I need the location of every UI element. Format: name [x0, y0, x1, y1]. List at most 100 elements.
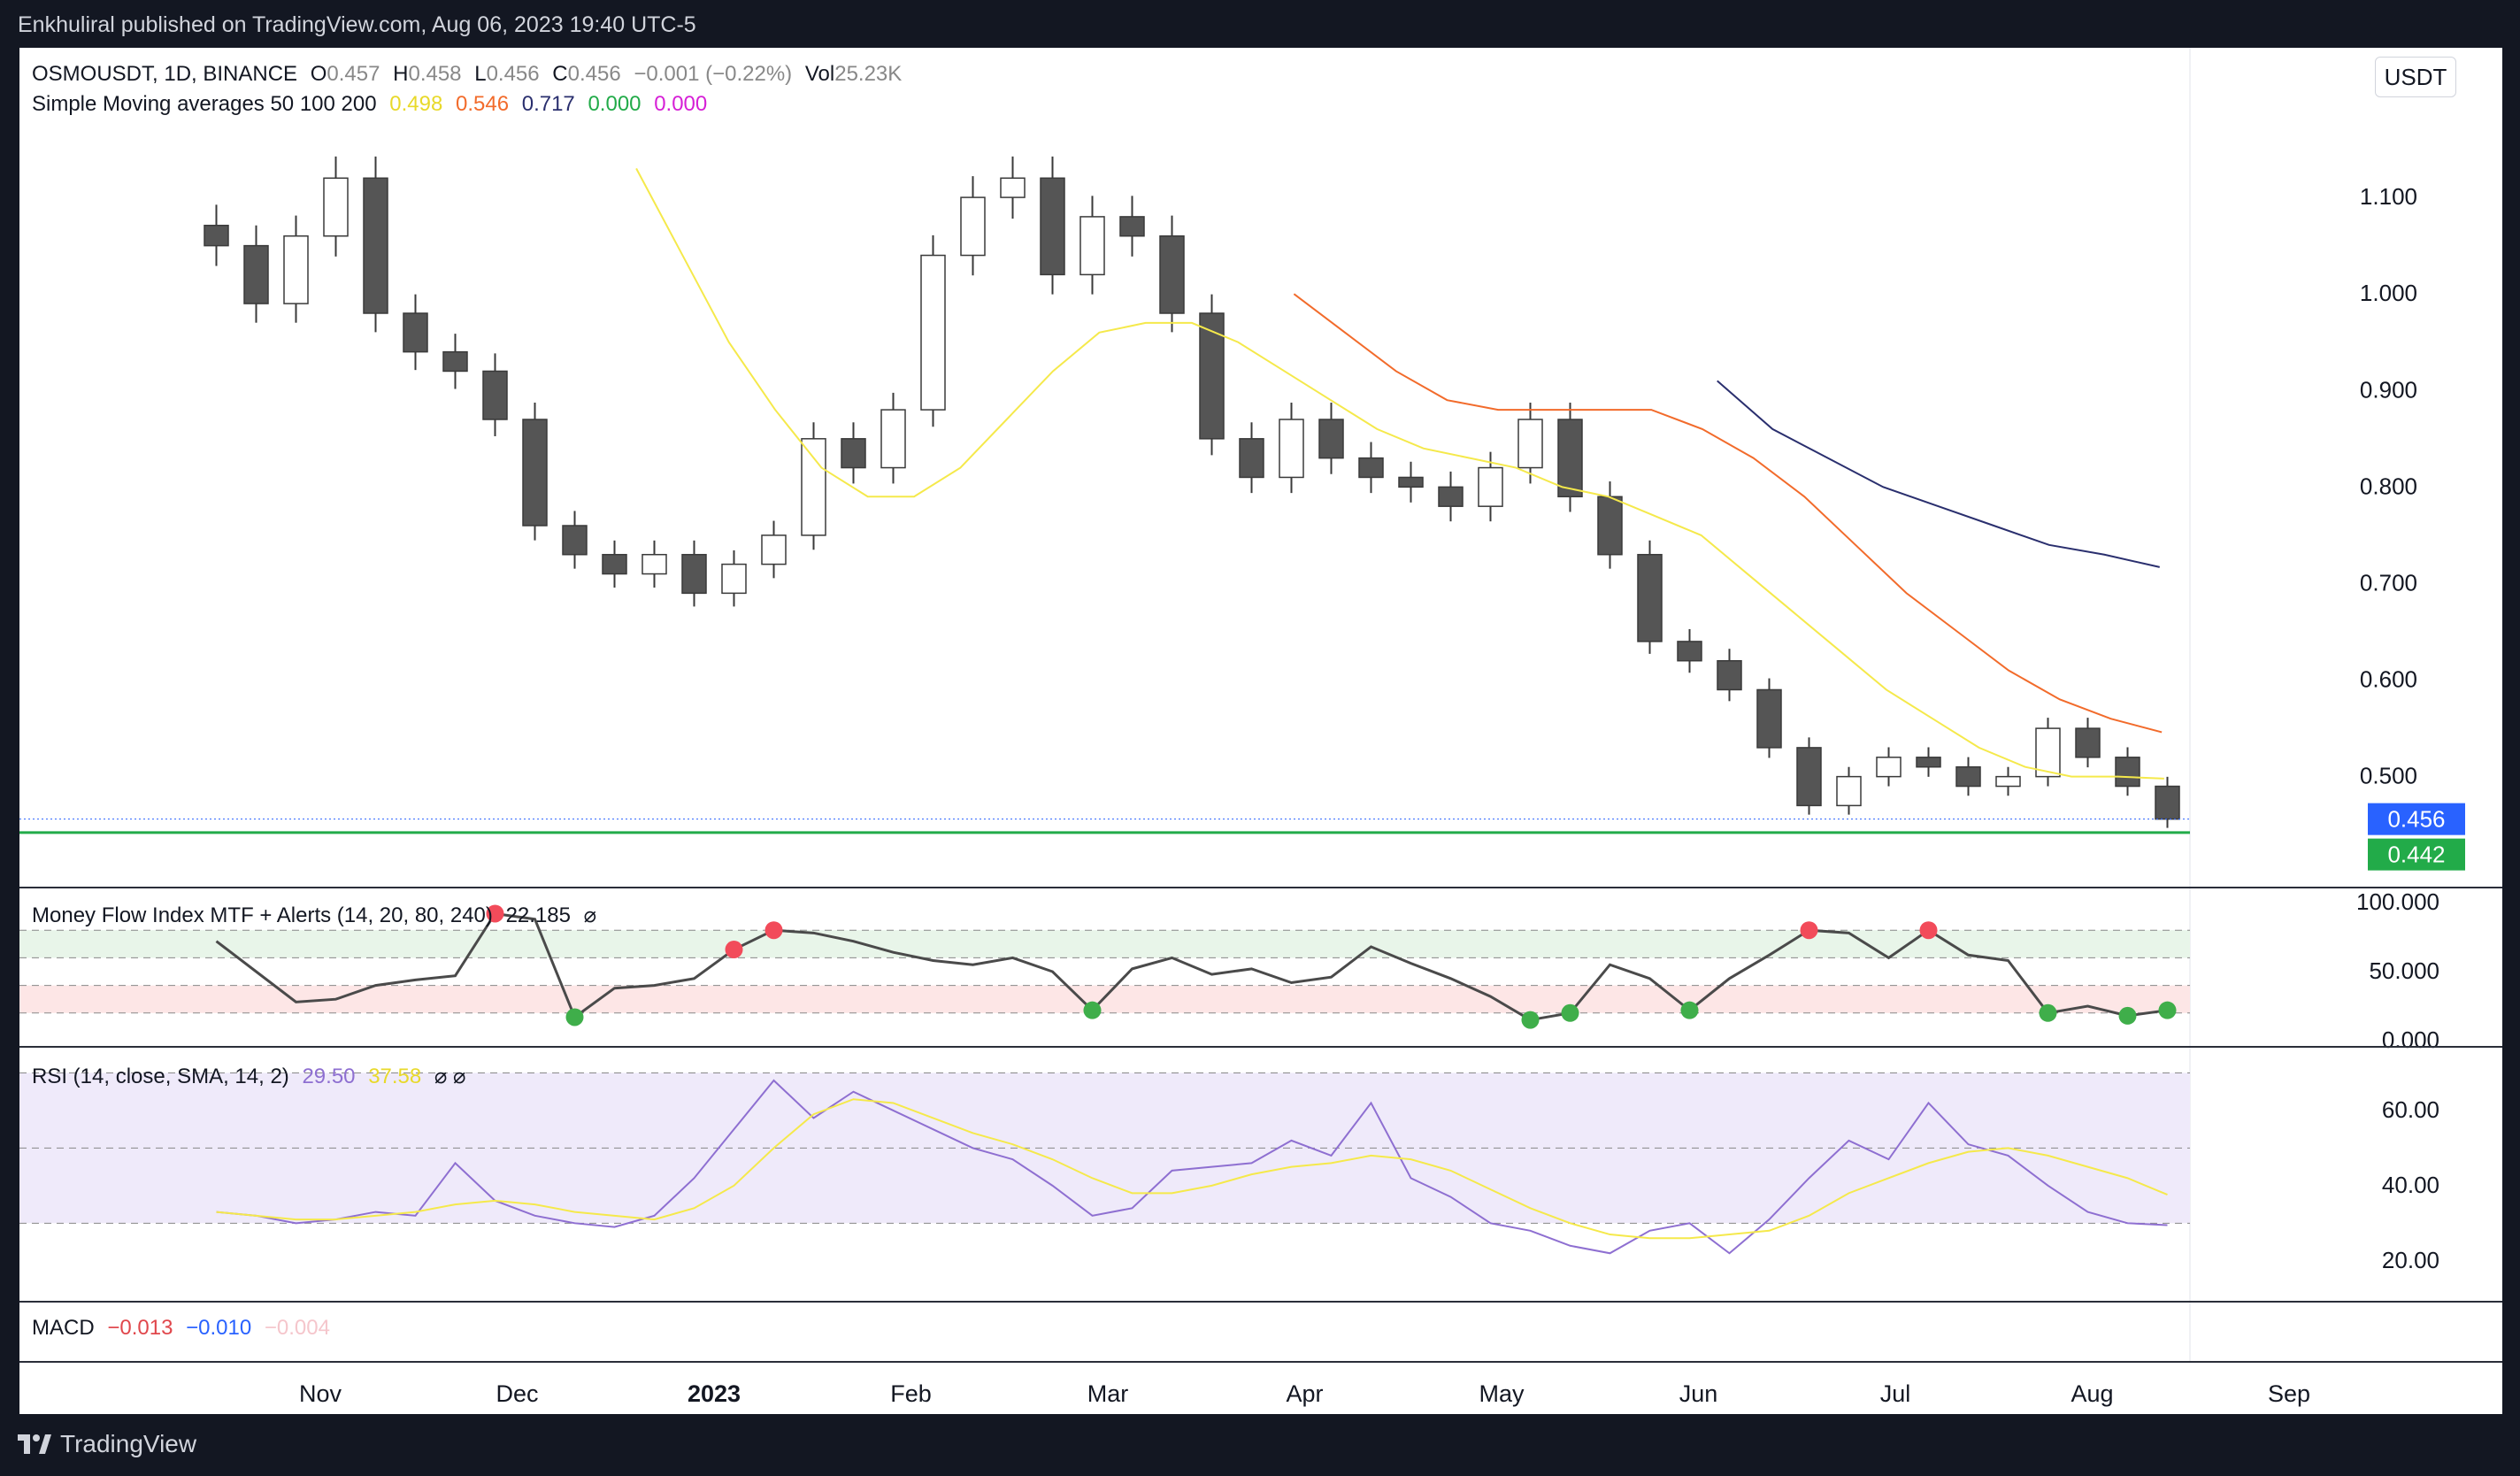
- mfi-value: 22.185: [505, 903, 571, 927]
- price-tick-label: 1.000: [2360, 280, 2417, 306]
- macd-title: MACD: [32, 1316, 95, 1340]
- sma100-value: 0.546: [455, 92, 510, 116]
- candle: [1358, 457, 1384, 479]
- candle: [1756, 688, 1782, 749]
- rsi-legend: RSI (14, close, SMA, 14, 2) 29.50 37.58 …: [32, 1064, 473, 1089]
- pane-separator: [19, 1301, 2502, 1303]
- candle: [1040, 177, 1065, 276]
- pane-separator: [19, 887, 2502, 888]
- mfi-low-alert-dot: [1680, 1001, 1699, 1019]
- rsi-tick-label: 40.00: [2382, 1172, 2439, 1198]
- last-price-badge: [2368, 803, 2465, 835]
- time-axis-label: Jun: [1679, 1380, 1718, 1407]
- rsi-sma-line: [216, 1098, 2168, 1240]
- rsi-line: [216, 1079, 2168, 1255]
- candle: [602, 553, 627, 575]
- candle: [1717, 659, 1742, 691]
- low-value: 0.456: [486, 62, 540, 86]
- candle: [1159, 234, 1185, 314]
- rsi-toggle-icons[interactable]: ⌀ ⌀: [434, 1065, 466, 1088]
- currency-button[interactable]: USDT: [2375, 57, 2456, 97]
- sma-title: Simple Moving averages 50 100 200: [32, 92, 377, 116]
- pane-separator: [19, 1046, 2502, 1048]
- mfi-low-alert-dot: [565, 1008, 584, 1026]
- time-axis-label: Jul: [1880, 1380, 1911, 1407]
- mfi-tick-label: 0.000: [2382, 1026, 2439, 1053]
- price-tick-label: 0.600: [2360, 666, 2417, 693]
- candle: [562, 525, 588, 556]
- candle: [1000, 177, 1026, 198]
- candle: [1079, 216, 1105, 276]
- price-tick-label: 0.700: [2360, 569, 2417, 596]
- tradingview-logo[interactable]: TradingView: [18, 1426, 196, 1462]
- rsi-value: 29.50: [302, 1065, 356, 1088]
- close-value: 0.456: [567, 62, 621, 86]
- support-badge: [2368, 838, 2465, 871]
- candle: [801, 438, 826, 536]
- mfi-title: Money Flow Index MTF + Alerts (14, 20, 8…: [32, 903, 493, 927]
- volume-value: 25.23K: [834, 62, 903, 86]
- candle: [283, 234, 309, 304]
- candle: [243, 244, 269, 304]
- mfi-low-alert-dot: [1561, 1003, 1579, 1022]
- candle: [1597, 496, 1623, 556]
- macd-legend: MACD −0.013 −0.010 −0.004: [32, 1316, 337, 1341]
- time-axis-label: Apr: [1286, 1380, 1323, 1407]
- mfi-tick-label: 50.000: [2369, 957, 2439, 984]
- mfi-high-alert-dot: [1919, 921, 1938, 940]
- candle: [363, 177, 388, 314]
- candle: [1119, 216, 1145, 237]
- macd-value-2: −0.010: [186, 1316, 252, 1340]
- candle: [1398, 476, 1424, 488]
- candle: [442, 350, 468, 373]
- candle: [1836, 775, 1862, 807]
- mfi-high-alert-dot: [725, 941, 743, 959]
- price-tick-label: 0.500: [2360, 763, 2417, 789]
- sma-extra-value: 0.000: [588, 92, 642, 116]
- mfi-tick-label: 100.000: [2356, 888, 2439, 915]
- candle: [960, 196, 986, 257]
- sma100-line: [1293, 293, 2163, 734]
- chart-svg[interactable]: 1.100 1.000 0.900 0.800 0.700 0.600 0.500 0.456…: [19, 48, 2502, 1414]
- mfi-low-alert-dot: [1083, 1001, 1102, 1019]
- mfi-overbought-zone: [19, 930, 2190, 958]
- candle: [721, 563, 747, 595]
- sma-extra-value-2: 0.000: [654, 92, 708, 116]
- candle: [1517, 419, 1543, 469]
- time-axis-label: Nov: [299, 1380, 342, 1407]
- sma200-value: 0.717: [521, 92, 575, 116]
- candle: [1557, 419, 1583, 498]
- candle: [323, 177, 349, 237]
- candle: [1279, 419, 1304, 479]
- time-axis-label: Aug: [2071, 1380, 2113, 1407]
- candle: [1478, 466, 1503, 507]
- candle: [1876, 757, 1902, 778]
- mfi-low-alert-dot: [1521, 1011, 1540, 1029]
- candle: [681, 553, 707, 595]
- time-axis-label: May: [1479, 1380, 1525, 1407]
- candle: [761, 534, 787, 565]
- candle: [2155, 785, 2180, 820]
- candle: [2115, 757, 2140, 788]
- change-value: −0.001 (−0.22%): [634, 62, 793, 86]
- candle: [1955, 765, 1981, 788]
- candle: [1438, 486, 1464, 507]
- candle: [1995, 775, 2021, 788]
- symbol-legend: OSMOUSDT, 1D, BINANCE O0.457 H0.458 L0.4…: [32, 62, 903, 86]
- footer-brand: TradingView: [60, 1430, 197, 1457]
- mfi-toggle-icon[interactable]: ⌀: [583, 903, 597, 927]
- mfi-low-alert-dot: [2158, 1001, 2177, 1019]
- macd-value-1: −0.013: [107, 1316, 173, 1340]
- last-price-label: 0.456: [2387, 806, 2445, 833]
- price-tick-label: 0.800: [2360, 473, 2417, 499]
- rsi-sma-value: 37.58: [368, 1065, 422, 1088]
- time-axis-label: Dec: [496, 1380, 538, 1407]
- chart-area[interactable]: 1.100 1.000 0.900 0.800 0.700 0.600 0.500 0.456…: [19, 48, 2502, 1414]
- candle: [880, 409, 906, 469]
- mfi-line: [215, 911, 2168, 1022]
- candle: [1239, 438, 1264, 479]
- time-axis-label: 2023: [688, 1380, 741, 1407]
- mfi-high-alert-dot: [764, 921, 783, 940]
- rsi-tick-label: 20.00: [2382, 1247, 2439, 1273]
- mfi-low-alert-dot: [2039, 1003, 2057, 1022]
